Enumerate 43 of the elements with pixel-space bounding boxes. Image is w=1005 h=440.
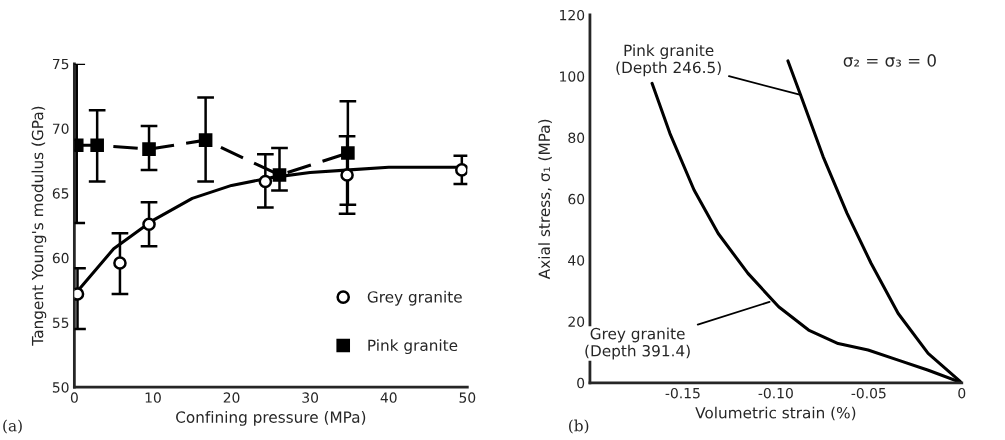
text: (a) (3, 419, 22, 434)
point (341, 146, 355, 160)
annotation: σ₂ = σ₃ = 0 (843, 54, 936, 67)
legend-label: Pink granite (368, 339, 458, 355)
point (113, 256, 127, 270)
x-tick-label: -0.10 (758, 387, 793, 399)
y-tick-label: 80 (568, 132, 585, 144)
point (142, 217, 156, 232)
x-axis-title: Confining pressure (MPa) (176, 411, 366, 426)
x-tick-label: 40 (380, 392, 397, 403)
x-tick-label: 0 (70, 392, 78, 403)
y-tick-label: 65 (52, 188, 69, 199)
point (455, 163, 468, 177)
x-tick-label: 10 (145, 392, 161, 403)
annotation: Pink granite (Depth 246.5) (616, 44, 721, 77)
y-tick-label: 0 (577, 377, 585, 389)
y-tick-label: 70 (52, 123, 69, 134)
y-axis-title: Tangent Young's modulus (GPa) (31, 106, 47, 346)
x-tick-label: 20 (223, 392, 240, 403)
y-tick-label: 60 (568, 193, 585, 205)
y-tick-label: 100 (560, 71, 585, 82)
y-axis-title: Axial stress, σ₁ (MPa) (538, 119, 552, 280)
point (142, 142, 156, 156)
x-tick-label: 0 (958, 387, 966, 399)
x-tick-label: 50 (459, 392, 476, 403)
point (340, 168, 354, 182)
text: (b) (569, 419, 589, 434)
x-axis-title: Volumetric strain (%) (695, 406, 856, 421)
x-tick-label: -0.15 (665, 387, 700, 399)
point (272, 168, 287, 182)
annotation: Grey granite (Depth 391.4) (585, 327, 690, 360)
point (198, 133, 213, 147)
y-tick-label: 40 (568, 255, 585, 266)
y-tick-label: 60 (52, 252, 69, 264)
y-tick-label: 55 (52, 317, 69, 328)
x-tick-label: -0.05 (851, 387, 886, 399)
x-tick-label: 30 (302, 392, 319, 403)
y-tick-label: 75 (52, 58, 69, 70)
y-tick-label: 120 (560, 9, 585, 21)
point (258, 174, 273, 189)
legend-label: Grey granite (367, 290, 462, 306)
y-tick-label: 20 (568, 316, 585, 327)
point (90, 138, 104, 153)
